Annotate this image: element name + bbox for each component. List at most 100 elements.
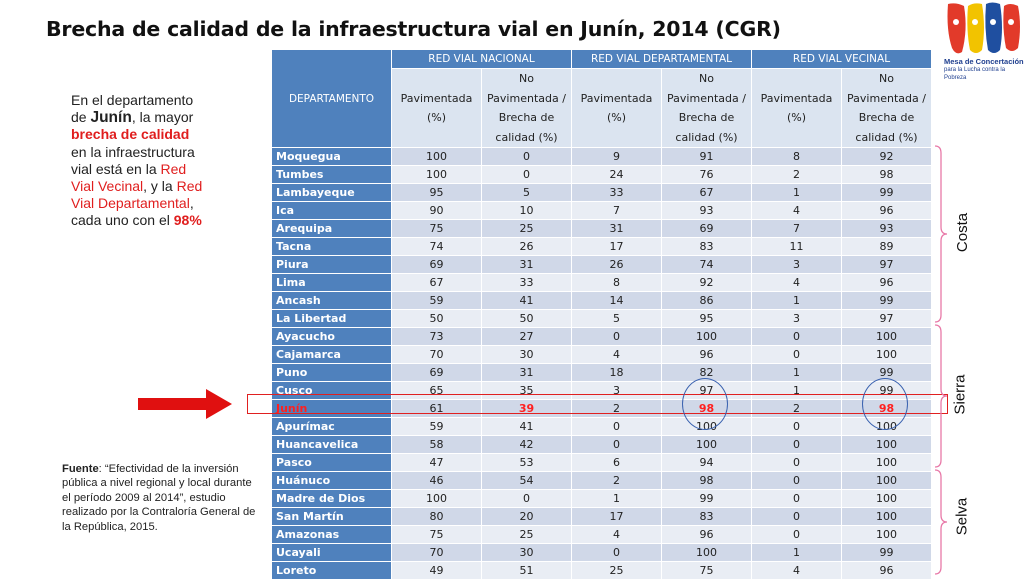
value-cell: 99 [841,543,932,562]
logo-caption: Mesa de Concertación para la Lucha contr… [944,57,1024,82]
value-cell: 0 [571,543,662,562]
value-cell: 74 [391,237,482,256]
value-cell: 1 [571,489,662,508]
junin-highlight-box [247,394,948,414]
value-cell: 33 [481,273,572,292]
value-cell: 53 [481,453,572,472]
value-cell: 0 [751,435,842,454]
value-cell: 96 [841,561,932,580]
value-cell: 0 [571,435,662,454]
sub-header: No Pavimentada / Brecha de calidad (%) [841,68,932,148]
value-cell: 47 [391,453,482,472]
value-cell: 2 [571,471,662,490]
value-cell: 99 [661,489,752,508]
value-cell: 96 [661,345,752,364]
value-cell: 100 [841,471,932,490]
group-header-nacional: RED VIAL NACIONAL [391,49,572,69]
value-cell: 76 [661,165,752,184]
value-cell: 80 [391,507,482,526]
value-cell: 9 [571,147,662,166]
value-cell: 90 [391,201,482,220]
dept-name-cell: Loreto [271,561,392,580]
value-cell: 0 [751,471,842,490]
value-cell: 5 [481,183,572,202]
value-cell: 100 [841,327,932,346]
sierra-brace [934,324,948,468]
value-cell: 100 [661,543,752,562]
value-cell: 11 [751,237,842,256]
value-cell: 100 [841,453,932,472]
value-cell: 33 [571,183,662,202]
dept-name-cell: Cusco [271,381,392,400]
value-cell: 4 [751,273,842,292]
value-cell: 96 [661,525,752,544]
circle-vecinal [862,378,908,430]
value-cell: 65 [391,381,482,400]
table-row: Apurímac 59 41 0 100 0 100 [271,417,932,436]
value-cell: 67 [661,183,752,202]
value-cell: 42 [481,435,572,454]
table-row: Cajamarca 70 30 4 96 0 100 [271,345,932,364]
value-cell: 31 [571,219,662,238]
value-cell: 25 [571,561,662,580]
value-cell: 100 [661,327,752,346]
value-cell: 69 [391,363,482,382]
sub-header: Pavimentada (%) [751,68,842,148]
dept-name-cell: Puno [271,363,392,382]
table-row: Arequipa 75 25 31 69 7 93 [271,219,932,238]
value-cell: 100 [391,165,482,184]
value-cell: 14 [571,291,662,310]
value-cell: 89 [841,237,932,256]
value-cell: 26 [571,255,662,274]
value-cell: 50 [391,309,482,328]
value-cell: 8 [751,147,842,166]
table-row: Piura 69 31 26 74 3 97 [271,255,932,274]
value-cell: 75 [661,561,752,580]
dept-name-cell: Cajamarca [271,345,392,364]
value-cell: 97 [841,255,932,274]
dept-name-cell: Amazonas [271,525,392,544]
table-row: Pasco 47 53 6 94 0 100 [271,453,932,472]
table-row: Ayacucho 73 27 0 100 0 100 [271,327,932,346]
value-cell: 5 [571,309,662,328]
value-cell: 10 [481,201,572,220]
value-cell: 100 [391,489,482,508]
value-cell: 0 [481,165,572,184]
right-arrow-icon [138,389,232,419]
value-cell: 92 [841,147,932,166]
value-cell: 74 [661,255,752,274]
table-row: Ica 90 10 7 93 4 96 [271,201,932,220]
dept-name-cell: Ancash [271,291,392,310]
selva-brace [934,469,948,575]
value-cell: 30 [481,345,572,364]
value-cell: 100 [391,147,482,166]
value-cell: 1 [751,183,842,202]
value-cell: 4 [751,561,842,580]
dept-name-cell: Tumbes [271,165,392,184]
value-cell: 100 [841,345,932,364]
value-cell: 98 [841,165,932,184]
value-cell: 100 [841,435,932,454]
value-cell: 4 [571,345,662,364]
value-cell: 75 [391,525,482,544]
table-row: Loreto 49 51 25 75 4 96 [271,561,932,580]
value-cell: 100 [841,525,932,544]
dept-name-cell: Ayacucho [271,327,392,346]
dept-name-cell: San Martín [271,507,392,526]
value-cell: 2 [751,165,842,184]
value-cell: 83 [661,507,752,526]
value-cell: 7 [751,219,842,238]
value-cell: 99 [841,291,932,310]
value-cell: 31 [481,363,572,382]
value-cell: 50 [481,309,572,328]
value-cell: 75 [391,219,482,238]
value-cell: 93 [841,219,932,238]
value-cell: 0 [751,453,842,472]
value-cell: 100 [841,489,932,508]
dept-name-cell: Apurímac [271,417,392,436]
value-cell: 91 [661,147,752,166]
value-cell: 59 [391,417,482,436]
table-row: Cusco 65 35 3 97 1 99 [271,381,932,400]
value-cell: 41 [481,417,572,436]
sub-header: Pavimentada (%) [571,68,662,148]
